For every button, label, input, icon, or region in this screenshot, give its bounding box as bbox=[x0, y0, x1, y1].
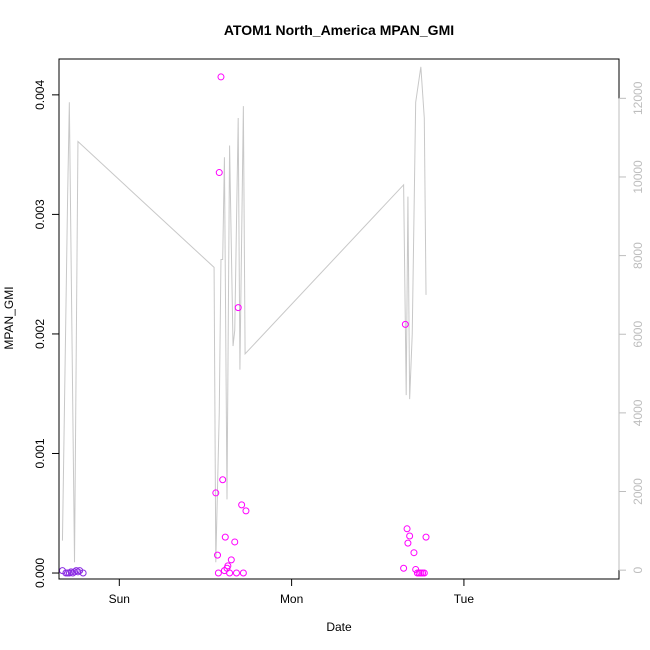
data-point bbox=[234, 304, 242, 312]
data-point bbox=[69, 569, 77, 577]
y-left-tick-label: 0.000 bbox=[33, 558, 47, 588]
data-point bbox=[406, 532, 414, 540]
y-right-tick-label: 6000 bbox=[631, 321, 645, 348]
data-point bbox=[227, 556, 235, 564]
y-axis-right: 0 2000 4000 6000 8000 10000 12000 bbox=[618, 81, 645, 573]
x-tick-label: Tue bbox=[454, 592, 475, 606]
y-left-tick-label: 0.001 bbox=[33, 438, 47, 468]
series-line bbox=[61, 66, 427, 563]
data-point bbox=[217, 73, 225, 81]
data-point bbox=[74, 568, 82, 576]
data-point bbox=[212, 489, 220, 497]
y-right-tick-label: 4000 bbox=[631, 399, 645, 426]
data-point bbox=[400, 564, 408, 572]
y-left-tick-label: 0.002 bbox=[33, 319, 47, 349]
data-point bbox=[65, 569, 73, 577]
data-point bbox=[231, 538, 239, 546]
data-point bbox=[401, 320, 409, 328]
y-right-tick-label: 2000 bbox=[631, 478, 645, 505]
x-tick-label: Mon bbox=[280, 592, 303, 606]
data-point bbox=[242, 507, 250, 515]
y-right-tick-label: 0 bbox=[631, 566, 645, 573]
y-left-tick-label: 0.003 bbox=[33, 199, 47, 229]
data-point bbox=[79, 569, 87, 577]
chart-title: ATOM1 North_America MPAN_GMI bbox=[224, 22, 454, 38]
data-point bbox=[71, 568, 79, 576]
y-right-tick-label: 10000 bbox=[631, 160, 645, 194]
data-point bbox=[403, 525, 411, 533]
y-axis-left: 0.000 0.001 0.002 0.003 0.004 bbox=[33, 80, 59, 588]
x-axis: Sun Mon Tue bbox=[109, 579, 475, 606]
data-point bbox=[422, 533, 430, 541]
data-point bbox=[67, 568, 75, 576]
data-point bbox=[221, 533, 229, 541]
data-point bbox=[239, 569, 247, 577]
y-right-tick-label: 8000 bbox=[631, 242, 645, 269]
points-layer bbox=[58, 73, 430, 577]
data-point bbox=[224, 562, 232, 570]
data-point bbox=[226, 569, 234, 577]
data-point bbox=[214, 551, 222, 559]
y-left-tick-label: 0.004 bbox=[33, 80, 47, 110]
right-axis-line-layer bbox=[61, 66, 427, 563]
data-point bbox=[420, 569, 428, 577]
y-right-tick-label: 12000 bbox=[631, 81, 645, 115]
y-axis-label: MPAN_GMI bbox=[2, 286, 16, 349]
data-point bbox=[232, 569, 240, 577]
x-tick-label: Sun bbox=[109, 592, 130, 606]
data-point bbox=[404, 539, 412, 547]
data-point bbox=[238, 501, 246, 509]
data-point bbox=[215, 169, 223, 177]
data-point bbox=[410, 549, 418, 557]
data-point bbox=[214, 569, 222, 577]
data-point bbox=[219, 476, 227, 484]
x-axis-label: Date bbox=[326, 620, 352, 634]
data-point bbox=[72, 567, 80, 575]
